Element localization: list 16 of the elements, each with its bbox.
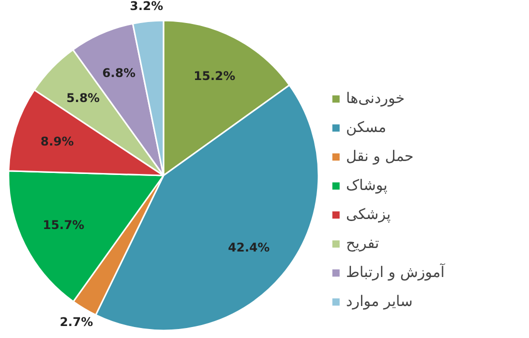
data-label: 8.9%	[40, 134, 74, 149]
data-label: 42.4%	[228, 240, 270, 254]
legend-label: حمل و نقل	[346, 148, 414, 165]
data-label: 6.8%	[102, 66, 136, 80]
data-label: 5.8%	[66, 91, 100, 106]
data-label: 15.2%	[194, 69, 236, 84]
legend-label: مسکن	[346, 119, 386, 136]
data-label: 2.7%	[60, 315, 93, 330]
legend-label: خوردنی‌ها	[346, 90, 405, 107]
legend-label: پزشکی	[346, 206, 391, 223]
legend-label: سایر موارد	[346, 293, 413, 310]
legend-label: پوشاک	[346, 177, 388, 194]
data-label: 15.7%	[42, 218, 84, 232]
legend-label: تفریح	[346, 235, 380, 252]
legend-label: آموزش و ارتباط	[346, 264, 445, 281]
data-label: 3.2%	[130, 0, 164, 13]
